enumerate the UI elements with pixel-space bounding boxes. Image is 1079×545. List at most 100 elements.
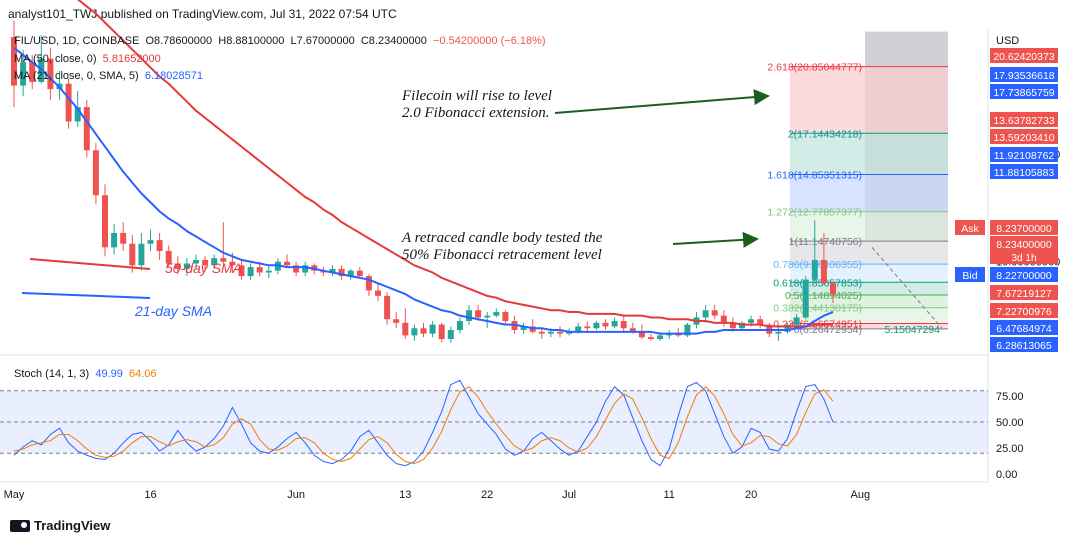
candle-body [456,321,463,331]
price-label: 7.22700976 [996,306,1052,318]
candle-body [438,324,445,340]
time-tick: Jun [287,489,305,501]
candle-body [775,331,782,334]
tradingview-logo-icon [10,519,30,532]
time-tick: Jul [562,489,576,501]
fib-zone [790,241,948,265]
price-label: 17.73865759 [993,87,1054,99]
candle-body [183,263,190,269]
fib-zone [790,282,948,295]
price-label-box [990,147,1058,162]
candle-body [484,315,491,318]
price-label-box [990,84,1058,99]
candle-body [365,276,372,291]
candle-body [202,259,209,266]
candle-body [684,324,691,336]
candle-body [638,331,645,338]
candle-body [830,283,836,295]
stoch-label: Stoch (14, 1, 3) [14,368,90,380]
fib-zone-top [865,31,948,67]
fib-zone [790,307,948,324]
ma21-legend: MA (21, close, 0, SMA, 5) 6.18028571 [14,70,203,82]
tradingview-brand: TradingView [10,518,110,533]
fib-zone [790,264,948,283]
price-unit-label: USD [996,35,1019,47]
ma21-line [13,46,834,335]
time-tick: 22 [481,489,493,501]
price-label-box [990,67,1058,82]
price-sub: 3d 1h [1011,253,1036,264]
price-label: 7.67219127 [996,288,1052,300]
candle-body [593,322,600,329]
candle-body [748,319,755,323]
candle-body [538,331,545,334]
candle-body [466,310,472,322]
stoch-tick: 25.00 [996,443,1024,455]
ma50-trendline [29,258,151,270]
candle-body [802,279,809,318]
ma21-trendline [21,292,151,299]
low-value: 7.67000000 [296,35,355,47]
candle-body [11,36,17,86]
candle-body [811,259,818,280]
close-label: C [360,35,369,47]
candle-body [29,62,36,82]
candle-body [757,319,764,325]
candle-body [220,258,227,262]
price-label-box [990,48,1058,63]
stoch-k-line [13,379,834,467]
arrow-to-fib-2 [554,89,770,114]
fib-label: 1.618(14.85351315) [767,169,862,181]
candle-body [648,337,654,340]
candle-body [193,259,199,264]
candle-body [347,270,354,277]
stoch-d-line [13,385,834,465]
stoch-tick: 75.00 [996,391,1024,403]
fib-label: 0.382(7.44130175) [773,303,862,315]
candle-body [156,240,163,251]
candle-body [384,295,391,320]
candle-body [502,312,509,322]
candle-body [102,195,108,248]
price-tag: Bid [962,270,977,282]
candle-body [820,259,827,284]
price-label-box [990,285,1058,300]
candle-body [229,261,236,266]
candle-body [375,290,381,296]
candle-body [657,335,664,340]
note2-line1: A retraced candle body tested the [401,230,603,246]
candle-body [602,322,609,327]
ma50-tag: 50-day SMA [165,260,242,276]
time-tick: 13 [399,489,411,501]
candle-body [729,322,736,329]
price-tag-box [955,267,985,282]
note1-line2: 2.0 Fibonacci extension. [402,105,549,121]
price-label: 17.93536618 [993,70,1054,82]
high-value: 8.88100000 [226,35,285,47]
candle-body [284,261,290,266]
price-label: 13.59203410 [993,132,1054,144]
price-label: 13.63782733 [993,115,1054,127]
note1-line1: Filecoin will rise to level [401,88,552,104]
candle-body [356,270,363,277]
candle-body [629,328,636,332]
ma50-label: MA (50, close, 0) [14,53,97,65]
price-label-box [990,267,1058,282]
candle-body [293,265,300,273]
price-label-box [990,236,1058,251]
ma21-tag: 21-day SMA [134,303,212,319]
candle-body [702,310,709,318]
fib-zone [790,133,948,175]
candle-body [784,324,791,332]
candle-body [547,331,554,334]
price-label: 8.22700000 [996,270,1052,282]
fib-zone [790,66,948,134]
open-value: 8.78600000 [154,35,213,47]
candle-body [720,315,727,323]
price-label: 8.23400000 [996,239,1052,251]
candle-body [302,265,309,273]
candle-body [147,240,154,244]
candle-body [174,263,181,269]
candle-body [120,232,127,244]
